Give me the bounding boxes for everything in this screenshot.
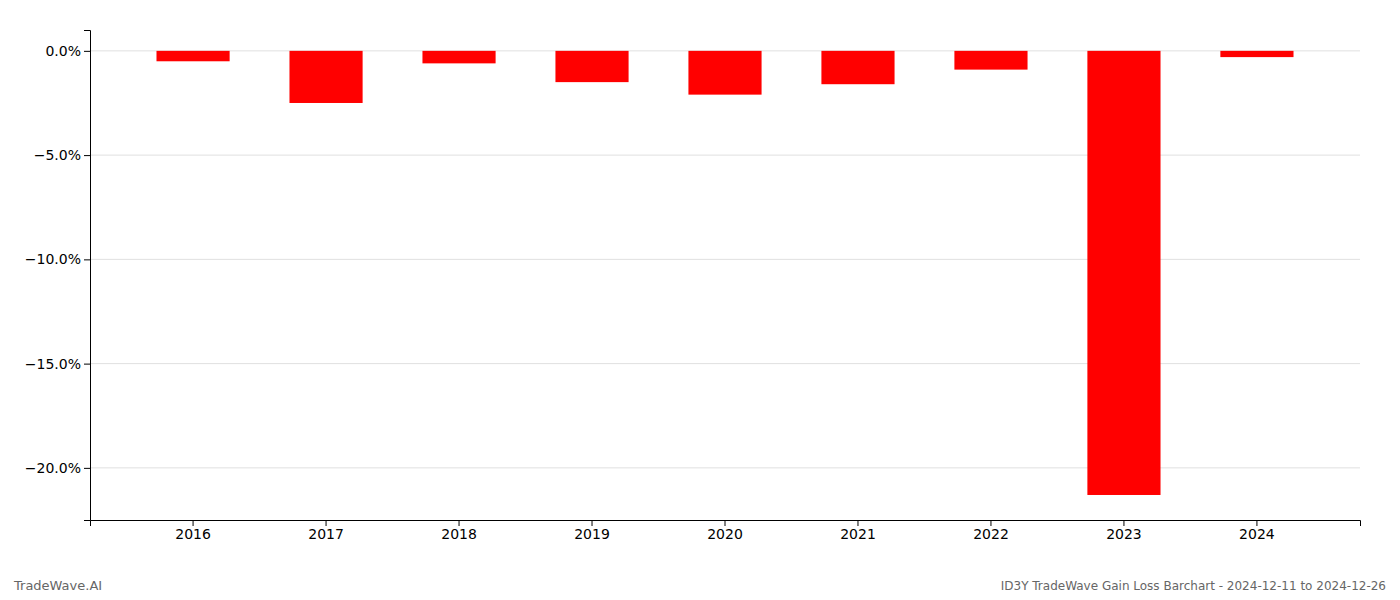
annotations: TradeWave.AI ID3Y TradeWave Gain Loss Bar…: [13, 578, 1386, 593]
y-tick-mark: [84, 259, 90, 260]
bar: [289, 51, 362, 103]
bar: [954, 51, 1027, 70]
x-tick: 2019: [574, 520, 610, 542]
grid-line: [90, 467, 1360, 468]
x-tick: 2020: [707, 520, 743, 542]
y-tick: 0.0%: [45, 43, 90, 59]
x-tick-label: 2020: [707, 526, 743, 542]
bars: [156, 51, 1293, 495]
y-tick: −15.0%: [25, 356, 90, 372]
plot: 0.0%−5.0%−10.0%−15.0%−20.0%2016201720182…: [25, 31, 1361, 542]
x-tick: 2017: [308, 520, 344, 542]
y-tick-mark: [84, 468, 90, 469]
y-tick: −5.0%: [34, 147, 90, 163]
x-axis: 2016 2017 2018 2019 2020 2021 2022 2023 2024: [91, 520, 1361, 542]
x-tick-label: 2021: [840, 526, 876, 542]
x-tick: 2024: [1239, 520, 1275, 542]
y-axis-line: [84, 31, 91, 521]
grid-line: [90, 155, 1360, 156]
y-tick-label: −15.0%: [25, 356, 81, 372]
x-tick: 2022: [973, 520, 1009, 542]
x-tick-label: 2023: [1106, 526, 1142, 542]
bar: [1087, 51, 1160, 495]
x-tick-label: 2017: [308, 526, 344, 542]
y-tick-mark: [84, 155, 90, 156]
y-tick-label: −5.0%: [34, 147, 81, 163]
y-tick-mark: [84, 51, 90, 52]
chart-svg: 0.0%−5.0%−10.0%−15.0%−20.0%2016201720182…: [0, 0, 1400, 600]
annotation: ID3Y TradeWave Gain Loss Barchart - 2024…: [1001, 579, 1386, 593]
x-tick-label: 2019: [574, 526, 610, 542]
bar: [821, 51, 894, 84]
grid: [90, 51, 1360, 468]
y-tick-mark: [84, 364, 90, 365]
y-tick-label: −20.0%: [25, 460, 81, 476]
x-tick-label: 2024: [1239, 526, 1275, 542]
grid-line: [90, 259, 1360, 260]
bar: [1220, 51, 1293, 57]
chart-container: 0.0%−5.0%−10.0%−15.0%−20.0%2016201720182…: [0, 0, 1400, 600]
x-tick: 2016: [175, 520, 211, 542]
bar: [156, 51, 229, 61]
x-tick-label: 2018: [441, 526, 477, 542]
bar: [555, 51, 628, 82]
x-tick-label: 2022: [973, 526, 1009, 542]
x-tick: 2021: [840, 520, 876, 542]
annotation: TradeWave.AI: [13, 578, 102, 593]
y-tick: −10.0%: [25, 251, 90, 267]
x-tick-label: 2016: [175, 526, 211, 542]
y-tick: −20.0%: [25, 460, 90, 476]
grid-line: [90, 363, 1360, 364]
y-tick-label: −10.0%: [25, 251, 81, 267]
y-tick-label: 0.0%: [45, 43, 81, 59]
x-tick: 2023: [1106, 520, 1142, 542]
bar: [422, 51, 495, 64]
x-tick: 2018: [441, 520, 477, 542]
y-axis: 0.0% −5.0% −10.0% −15.0% −20.0%: [25, 31, 91, 521]
bar: [688, 51, 761, 95]
